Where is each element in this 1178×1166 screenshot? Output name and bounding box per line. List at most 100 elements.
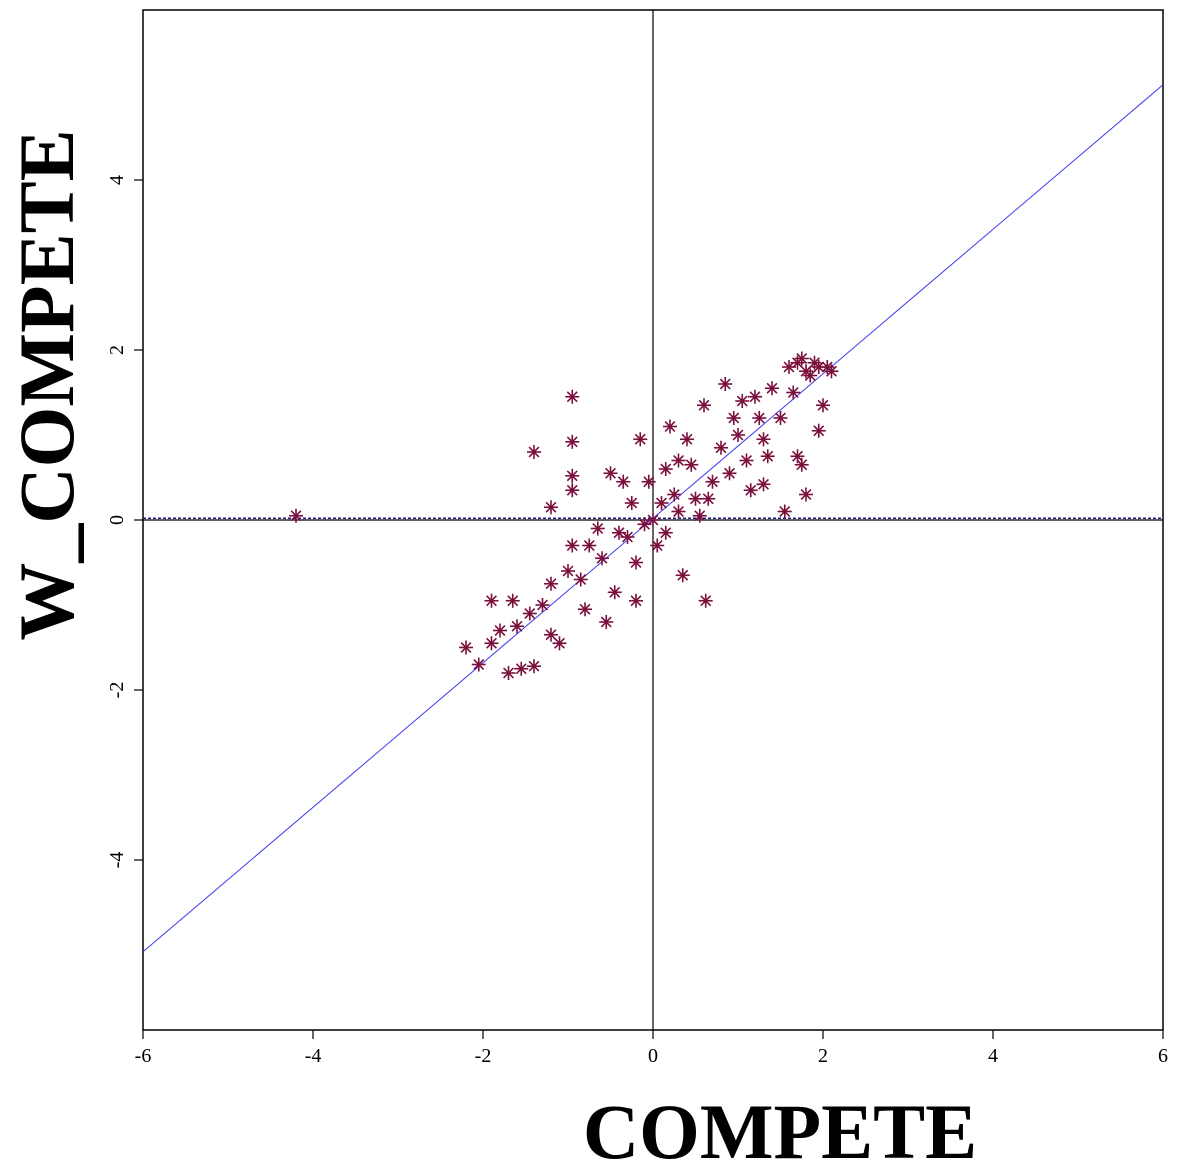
data-point-stroke xyxy=(758,433,769,445)
data-point-stroke xyxy=(779,506,791,517)
data-point-stroke xyxy=(787,387,799,398)
data-point xyxy=(675,568,690,583)
x-tick-label: 0 xyxy=(648,1045,658,1067)
data-point-stroke xyxy=(630,595,642,607)
data-point-stroke xyxy=(660,463,672,475)
data-point-stroke xyxy=(690,493,701,505)
data-point-stroke xyxy=(673,455,684,466)
data-point-stroke xyxy=(664,421,676,432)
data-point-stroke xyxy=(596,552,608,564)
data-point xyxy=(505,593,520,608)
data-point-stroke xyxy=(732,429,744,441)
data-point xyxy=(663,419,677,434)
data-point xyxy=(705,474,720,489)
data-point xyxy=(603,466,618,481)
data-point xyxy=(739,453,754,468)
data-point-stroke xyxy=(524,608,536,619)
data-point-stroke xyxy=(566,540,578,551)
data-point-stroke xyxy=(715,442,727,454)
data-point-stroke xyxy=(583,540,595,551)
data-point xyxy=(790,355,805,370)
data-point-stroke xyxy=(813,361,825,373)
data-point xyxy=(535,598,550,612)
data-point-stroke xyxy=(719,378,731,390)
data-point xyxy=(658,462,673,476)
y-tick-label: -2 xyxy=(106,682,128,699)
data-point xyxy=(756,477,771,492)
data-point xyxy=(565,483,580,498)
data-point-stroke xyxy=(707,476,718,488)
data-point-stroke xyxy=(609,586,621,598)
data-point-stroke xyxy=(537,599,548,611)
data-point xyxy=(578,602,592,617)
data-point xyxy=(752,411,767,425)
data-point xyxy=(641,474,656,489)
data-point xyxy=(658,525,673,540)
data-point-stroke xyxy=(647,514,659,526)
data-point xyxy=(718,377,733,391)
data-point-stroke xyxy=(613,527,625,539)
data-point xyxy=(629,593,643,608)
data-point xyxy=(743,483,758,498)
data-point-stroke xyxy=(592,523,604,534)
x-axis-title: COMPETE xyxy=(583,1088,977,1166)
data-point xyxy=(629,555,643,570)
data-point-stroke xyxy=(545,578,557,590)
data-point-stroke xyxy=(515,663,527,675)
data-point xyxy=(790,449,805,464)
y-axis-title: W_COMPETE xyxy=(3,129,90,640)
data-point-stroke xyxy=(800,489,812,500)
data-point xyxy=(471,657,486,672)
data-point xyxy=(692,508,707,523)
y-axis-ticks: -4 -2 0 2 4 xyxy=(106,175,143,868)
data-point xyxy=(552,636,567,651)
y-tick-label: -4 xyxy=(106,852,128,869)
data-point xyxy=(701,491,716,506)
data-point-stroke xyxy=(494,625,506,636)
data-point-stroke xyxy=(762,450,774,462)
data-point xyxy=(650,538,665,553)
data-point xyxy=(748,389,762,404)
data-point xyxy=(565,468,580,483)
data-point-stroke xyxy=(736,395,748,407)
data-point-stroke xyxy=(694,510,706,522)
data-point-stroke xyxy=(817,399,829,411)
x-axis-ticks: -6 -4 -2 0 2 4 6 xyxy=(135,1030,1168,1067)
x-tick-label: 2 xyxy=(818,1045,828,1067)
data-point-stroke xyxy=(473,659,485,670)
data-point-stroke xyxy=(656,497,667,509)
data-point-stroke xyxy=(503,667,514,679)
data-point xyxy=(544,627,558,642)
data-point-stroke xyxy=(698,399,710,411)
data-point-stroke xyxy=(528,660,540,672)
data-point xyxy=(786,385,801,400)
data-point-stroke xyxy=(724,467,735,479)
data-point xyxy=(671,504,686,519)
data-point-stroke xyxy=(792,450,803,462)
data-point xyxy=(799,487,813,502)
data-point xyxy=(607,585,622,600)
data-point-stroke xyxy=(600,616,612,628)
y-tick-label: 0 xyxy=(106,515,128,525)
data-point-stroke xyxy=(728,412,740,424)
data-point-stroke xyxy=(545,629,557,641)
data-point xyxy=(522,606,537,621)
data-point xyxy=(697,398,711,413)
data-point xyxy=(565,538,580,553)
data-point xyxy=(803,368,818,383)
data-point xyxy=(565,434,580,449)
data-point xyxy=(714,440,728,455)
data-point-stroke xyxy=(741,455,752,466)
points-layer xyxy=(289,351,839,680)
data-point xyxy=(811,360,826,374)
data-point-stroke xyxy=(617,476,629,488)
data-point xyxy=(731,428,745,442)
data-point xyxy=(684,457,699,472)
data-point xyxy=(773,411,788,425)
data-point-stroke xyxy=(562,565,574,577)
data-point xyxy=(510,619,524,634)
data-point-stroke xyxy=(566,484,578,496)
data-point xyxy=(688,491,703,506)
y-tick-label: 2 xyxy=(106,345,128,355)
data-point xyxy=(824,364,839,379)
